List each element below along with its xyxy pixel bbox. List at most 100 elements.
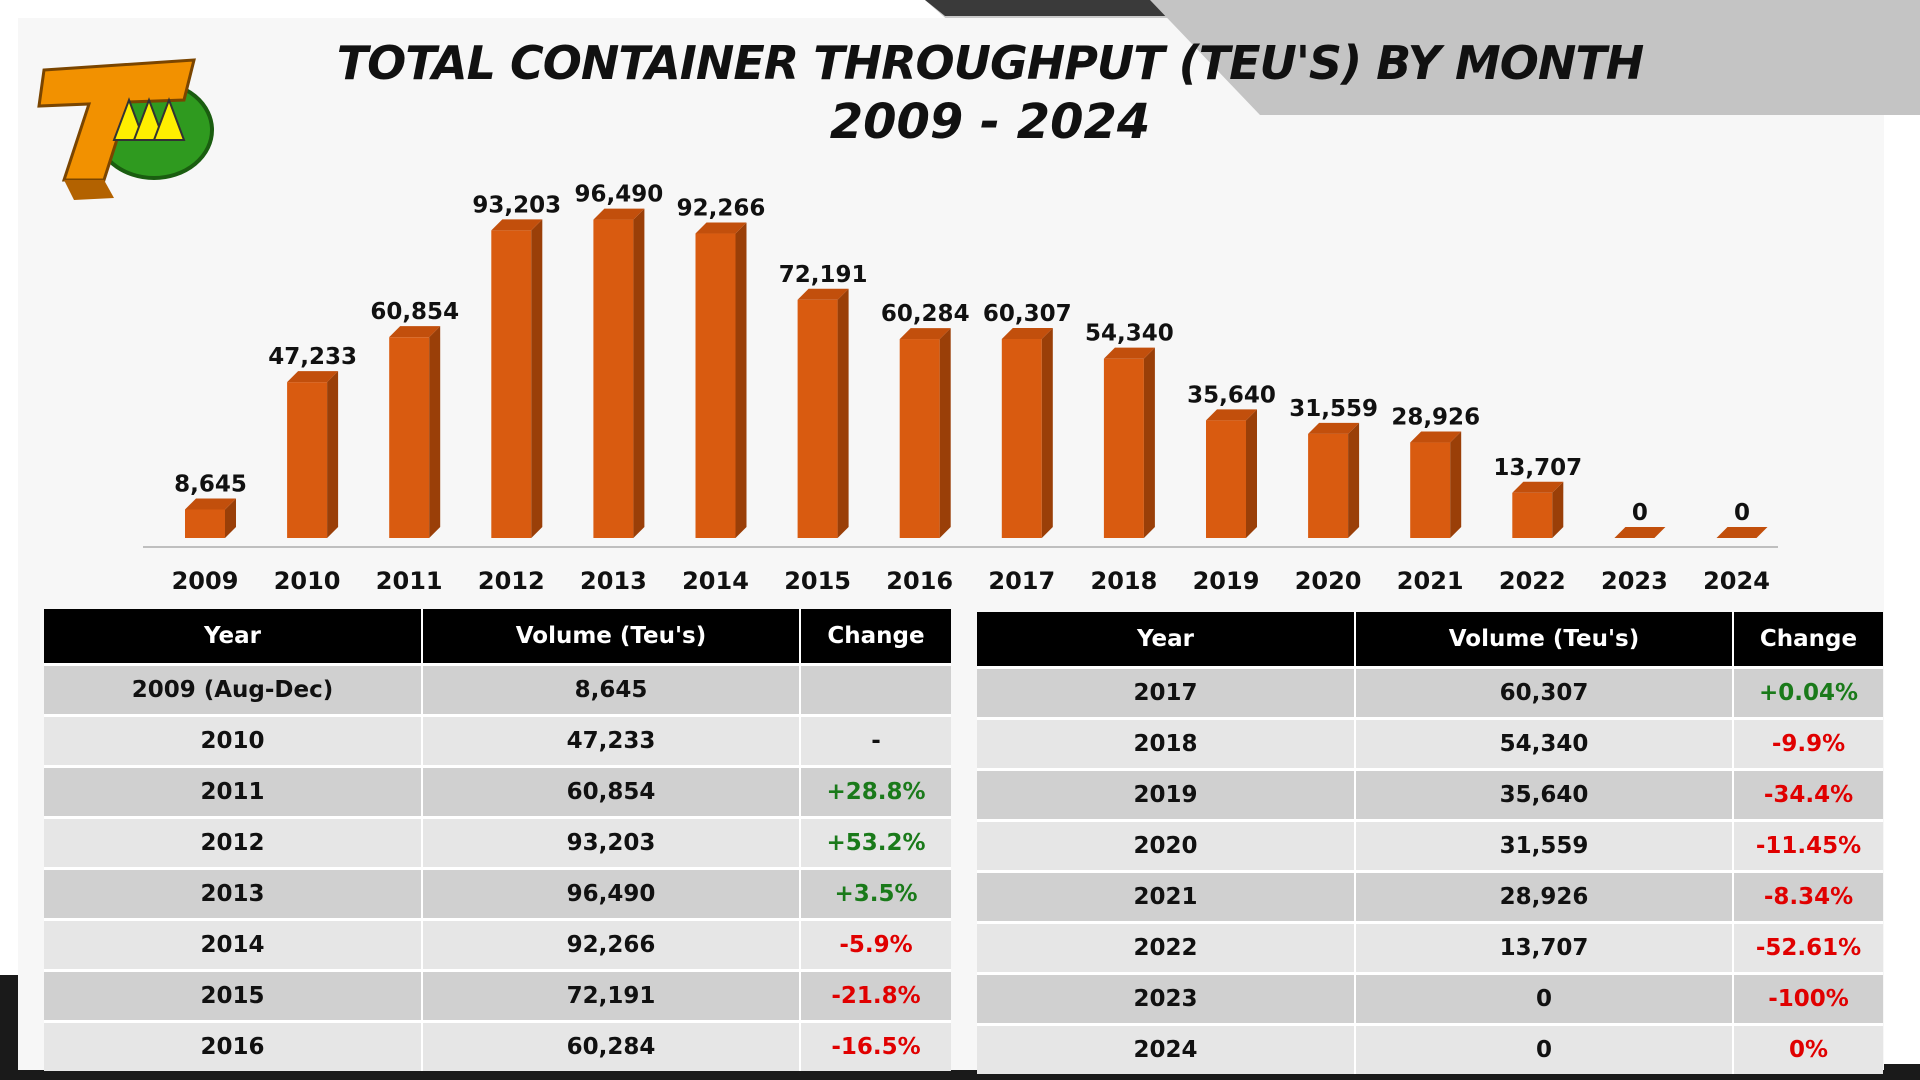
x-tick-label: 2010 [274,567,341,595]
bar-front [695,233,736,538]
change-cell: -9.9% [1732,717,1883,770]
table-row: 2024 0 0% [977,1023,1883,1074]
table-row: 2009 (Aug-Dec) 8,645 [44,663,951,716]
year-cell: 2015 [44,969,422,1022]
bar-top [287,371,339,383]
tmp-port-logo-icon [37,58,214,200]
bar-2021: 28,926 2021 [1391,405,1480,595]
year-cell: 2022 [977,921,1355,974]
data-label: 92,266 [677,196,766,222]
x-tick-label: 2012 [478,567,545,595]
x-tick-label: 2015 [784,567,851,595]
bar-side [735,222,747,538]
table-row: 2020 31,559 -11.45% [977,819,1883,872]
bar-front [1512,492,1553,538]
table-right: Year Volume (Teu's) Change 2017 60,307 +0.… [977,612,1883,1074]
change-cell: +3.5% [799,867,951,920]
bar-front [593,219,634,538]
bar-front [899,339,940,538]
bar-side [429,326,441,538]
data-label: 0 [1632,500,1648,526]
header-volume: Volume (Teu's) [1354,612,1733,668]
data-label: 0 [1734,500,1750,526]
bar-side [1143,347,1155,538]
bar-top [491,219,543,231]
bar-front [389,337,430,538]
table-row: 2023 0 -100% [977,972,1883,1025]
change-cell: -8.34% [1732,870,1883,923]
bar-front [491,230,532,538]
table-row: 2016 60,284 -16.5% [44,1020,951,1071]
change-cell: -34.4% [1732,768,1883,821]
x-tick-label: 2023 [1601,567,1668,595]
bar-front [1308,433,1349,538]
volume-cell: 0 [1354,1023,1733,1074]
volume-cell: 60,854 [421,765,800,818]
change-cell [799,663,951,716]
table-left: Year Volume (Teu's) Change 2009 (Aug-Dec… [44,609,951,1071]
bar-top [797,288,849,300]
table-row: 2011 60,854 +28.8% [44,765,951,818]
year-cell: 2019 [977,768,1355,821]
x-tick-label: 2016 [886,567,953,595]
table-header-row: Year Volume (Teu's) Change [44,609,951,665]
volume-cell: 60,307 [1354,666,1733,719]
data-label: 54,340 [1085,321,1174,347]
chart-subtitle: 2009 - 2024 [829,94,1151,150]
bar-top [593,208,645,220]
table-row: 2017 60,307 +0.04% [977,666,1883,719]
year-cell: 2009 (Aug-Dec) [44,663,422,716]
year-cell: 2013 [44,867,422,920]
data-label: 47,233 [268,344,357,370]
header-year: Year [44,609,422,665]
year-cell: 2010 [44,714,422,767]
bar-2020: 31,559 2020 [1289,396,1378,595]
volume-cell: 93,203 [421,816,800,869]
data-label: 72,191 [779,262,868,288]
bar-2015: 72,191 2015 [779,262,868,595]
x-tick-label: 2013 [580,567,647,595]
x-tick-label: 2024 [1703,567,1770,595]
top-right-banner [1150,0,1920,115]
bar-side [225,498,236,538]
change-cell: 0% [1732,1023,1883,1074]
year-cell: 2012 [44,816,422,869]
year-cell: 2017 [977,666,1355,719]
volume-cell: 8,645 [421,663,800,716]
change-cell: -16.5% [799,1020,951,1071]
data-label: 31,559 [1289,396,1378,422]
x-tick-label: 2021 [1397,567,1464,595]
bar-2017: 60,307 2017 [983,301,1072,595]
x-tick-label: 2022 [1499,567,1566,595]
change-cell: - [799,714,951,767]
volume-cell: 28,926 [1354,870,1733,923]
table-row: 2019 35,640 -34.4% [977,768,1883,821]
bar-front [185,509,225,538]
bar-2023: 0 2023 [1601,500,1668,595]
table-row: 2021 28,926 -8.34% [977,870,1883,923]
bar-top [1001,327,1053,339]
table-row: 2010 47,233- [44,714,951,767]
data-label: 60,854 [370,299,459,325]
year-cell: 2020 [977,819,1355,872]
x-tick-label: 2011 [376,567,443,595]
bar-2018: 54,340 2018 [1085,321,1174,595]
bar-top [1614,527,1666,538]
bar-top [1206,409,1257,421]
x-tick-label: 2017 [988,567,1055,595]
change-cell: -52.61% [1732,921,1883,974]
bar-side [837,288,849,538]
bar-2016: 60,284 2016 [881,301,970,595]
header-change: Change [799,609,951,665]
change-cell: -5.9% [799,918,951,971]
year-cell: 2021 [977,870,1355,923]
x-tick-label: 2020 [1295,567,1362,595]
bar-2009: 8,645 2009 [172,471,247,595]
data-label: 93,203 [472,192,561,218]
bar-2013: 96,490 2013 [575,182,664,595]
header-change: Change [1732,612,1883,668]
year-cell: 2016 [44,1020,422,1071]
bar-front [1206,420,1246,538]
bar-top [695,222,747,234]
